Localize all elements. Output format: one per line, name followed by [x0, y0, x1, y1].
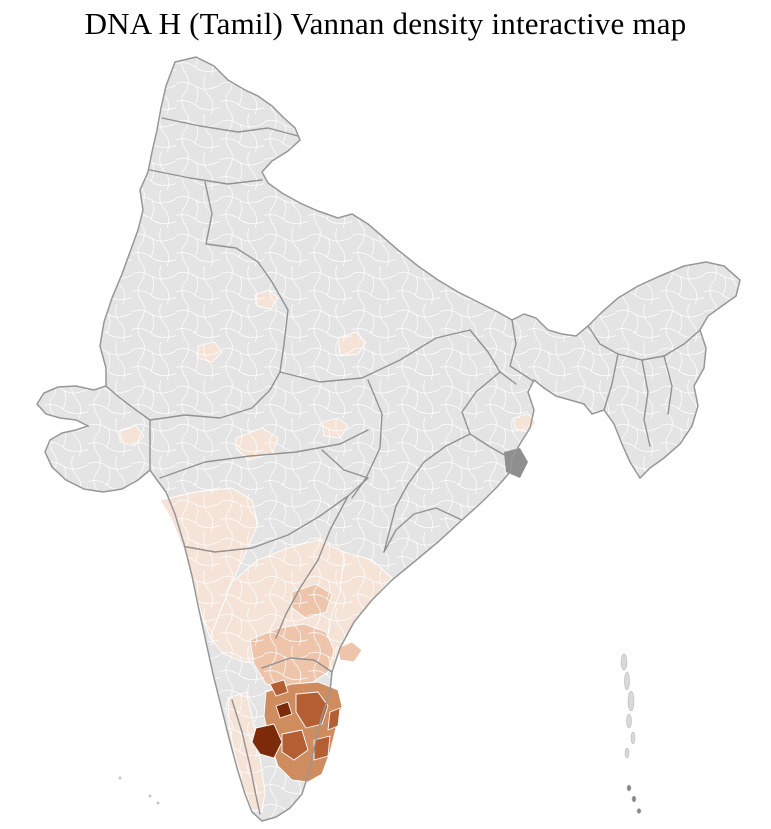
state-borders	[105, 117, 701, 815]
lakshadweep-islands[interactable]	[118, 776, 160, 805]
district-region-darkest[interactable]	[251, 723, 283, 759]
island[interactable]	[636, 808, 642, 814]
island[interactable]	[620, 653, 628, 671]
page-title: DNA H (Tamil) Vannan density interactive…	[84, 6, 687, 41]
district-region[interactable]	[337, 641, 363, 663]
district-region[interactable]	[269, 679, 289, 697]
district-texture	[37, 57, 740, 821]
district-region[interactable]	[313, 735, 331, 761]
island[interactable]	[156, 801, 160, 805]
andaman-nicobar-islands[interactable]	[620, 653, 642, 814]
island[interactable]	[631, 795, 637, 803]
island[interactable]	[630, 731, 636, 745]
island[interactable]	[624, 671, 630, 691]
district-region[interactable]	[281, 729, 309, 761]
island[interactable]	[627, 690, 635, 712]
district-region[interactable]	[295, 691, 329, 729]
district-region-darkest[interactable]	[275, 701, 293, 719]
island[interactable]	[626, 713, 632, 729]
island[interactable]	[148, 794, 152, 798]
island[interactable]	[118, 776, 122, 780]
district-region[interactable]	[327, 707, 341, 731]
island[interactable]	[624, 747, 630, 759]
india-outline	[36, 56, 741, 822]
tamil-nadu-district-cluster[interactable]	[251, 679, 343, 783]
island[interactable]	[626, 784, 632, 792]
